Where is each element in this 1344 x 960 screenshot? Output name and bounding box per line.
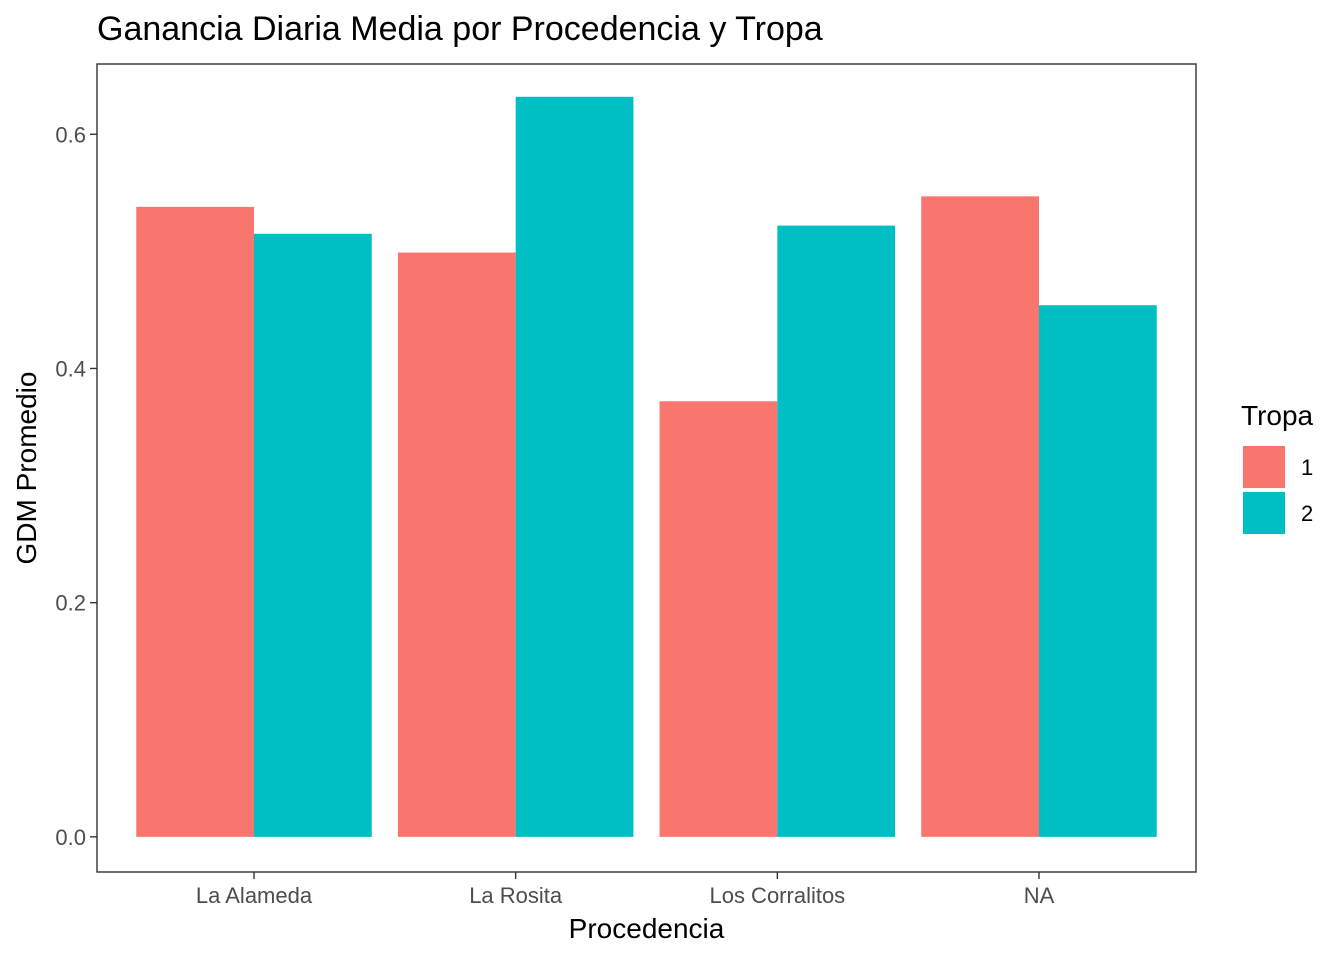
chart-title: Ganancia Diaria Media por Procedencia y … <box>97 10 823 48</box>
legend-title: Tropa <box>1241 400 1314 431</box>
plot-area <box>96 63 1197 873</box>
x-tick-label: NA <box>1024 883 1055 908</box>
legend-label-tropa-1: 1 <box>1301 455 1313 480</box>
legend-label-tropa-2: 2 <box>1301 501 1313 526</box>
bar-la-alameda-tropa-2 <box>254 233 372 837</box>
bar-la-rosita-tropa-1 <box>397 252 516 837</box>
y-tick-label: 0.6 <box>55 122 86 147</box>
x-tick-label: Los Corralitos <box>709 883 845 908</box>
x-tick-label: La Alameda <box>196 883 313 908</box>
x-tick-label: La Rosita <box>469 883 563 908</box>
y-tick-label: 0.2 <box>55 591 86 616</box>
bar-na-tropa-1 <box>921 196 1039 837</box>
bar-la-alameda-tropa-1 <box>136 206 254 837</box>
y-tick-label: 0.4 <box>55 356 86 381</box>
bar-na-tropa-2 <box>1039 305 1157 837</box>
legend-key-tropa-1 <box>1243 446 1285 488</box>
bar-la-rosita-tropa-2 <box>515 96 634 837</box>
bar-los-corralitos-tropa-2 <box>777 225 896 837</box>
legend-key-tropa-2 <box>1243 492 1285 534</box>
legend: Tropa 12 <box>1241 400 1314 534</box>
bar-los-corralitos-tropa-1 <box>659 401 778 837</box>
y-axis-title: GDM Promedio <box>11 372 42 565</box>
x-axis: La Alameda La Rosita Los Corralitos NA <box>196 872 1055 908</box>
bars-group <box>136 96 1157 837</box>
legend-items: 12 <box>1243 446 1313 534</box>
y-axis: 0.0 0.2 0.4 0.6 <box>55 122 97 850</box>
y-tick-label: 0.0 <box>55 825 86 850</box>
x-axis-title: Procedencia <box>569 913 725 944</box>
